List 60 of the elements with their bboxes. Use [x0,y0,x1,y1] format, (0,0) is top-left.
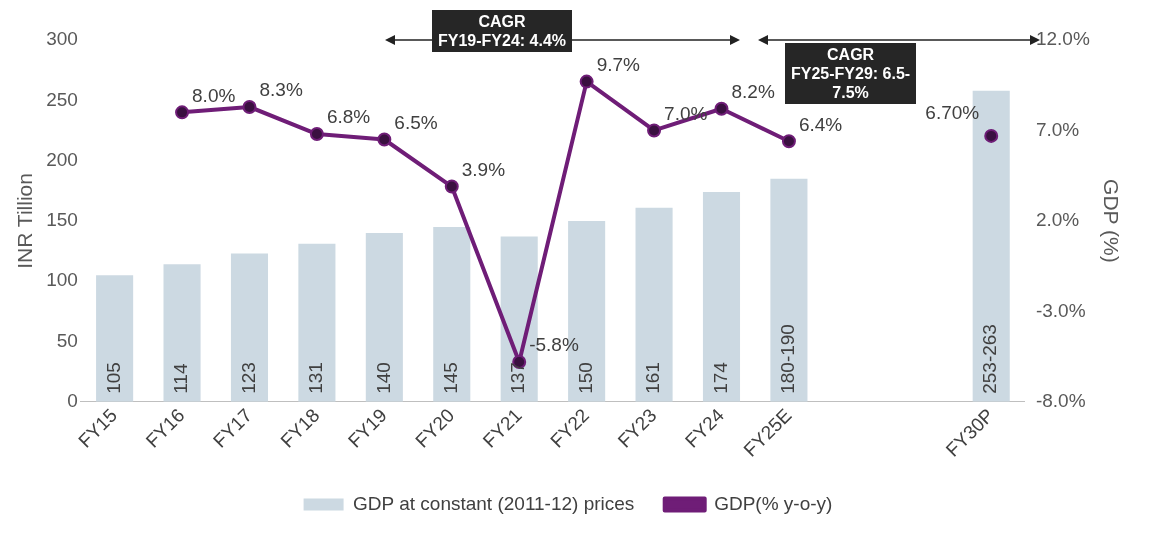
data-label: 6.70% [925,102,980,124]
data-label: 8.0% [192,84,236,106]
y2-tick-label: 12.0% [1035,28,1090,50]
bar [163,264,201,402]
annotation: CAGR FY19-FY24: 4.4% [432,10,573,52]
bar [298,243,336,402]
point [175,105,190,120]
bar [635,207,673,402]
y-tick-label: 200 [46,148,78,170]
point [984,128,999,143]
point [714,101,729,116]
data-label: 3.9% [461,158,506,180]
data-label: 137 [507,362,529,394]
data-label: 105 [102,362,124,394]
point [377,132,392,147]
y-tick-label: 250 [46,88,78,110]
data-label: 161 [642,362,664,394]
data-label: 145 [440,362,461,394]
bar [365,232,403,402]
annotation: CAGR FY25-FY29: 6.5- 7.5% [785,43,917,104]
y2-tick-label: 7.0% [1035,118,1080,140]
y-tick-label: 150 [46,209,78,231]
bar [230,253,269,402]
point [647,123,662,138]
data-label: 131 [305,362,327,394]
y-axis-title: INR Tillion [13,173,37,269]
point [444,179,459,194]
y-tick-label: 0 [67,390,78,412]
data-label: 6.8% [326,106,371,128]
bar [770,178,808,402]
data-label: -5.8% [529,334,579,356]
data-label: 6.4% [798,113,843,135]
data-label: 150 [574,362,596,394]
bar [702,191,741,402]
data-label: 6.5% [394,111,438,133]
y-tick-label: 50 [56,329,78,351]
y-tick-label: 100 [46,269,78,291]
data-label: 8.3% [259,79,303,101]
data-label: 180-190 [777,324,799,394]
bar [433,226,471,402]
legend-label: GDP(% y-o-y) [714,492,833,514]
data-label: 123 [237,362,259,394]
data-label: 253-263 [979,324,1001,394]
y2-tick-label: 2.0% [1035,209,1080,231]
bar [96,275,134,402]
legend-label: GDP at constant (2011-12) prices [353,492,635,514]
y-tick-label: 300 [46,28,78,50]
point [781,134,796,149]
y2-axis-title: GDP (%) [1099,179,1123,263]
point [309,127,324,142]
point [579,74,594,89]
data-label: 174 [709,361,731,394]
data-label: 114 [170,363,192,394]
point [242,99,257,114]
y2-tick-label: -8.0% [1035,390,1086,412]
data-label: 140 [372,362,394,394]
data-label: 7.0% [664,102,708,124]
y2-tick-label: -3.0% [1035,299,1086,321]
data-label: 9.7% [596,53,641,75]
data-label: 8.2% [731,80,775,102]
